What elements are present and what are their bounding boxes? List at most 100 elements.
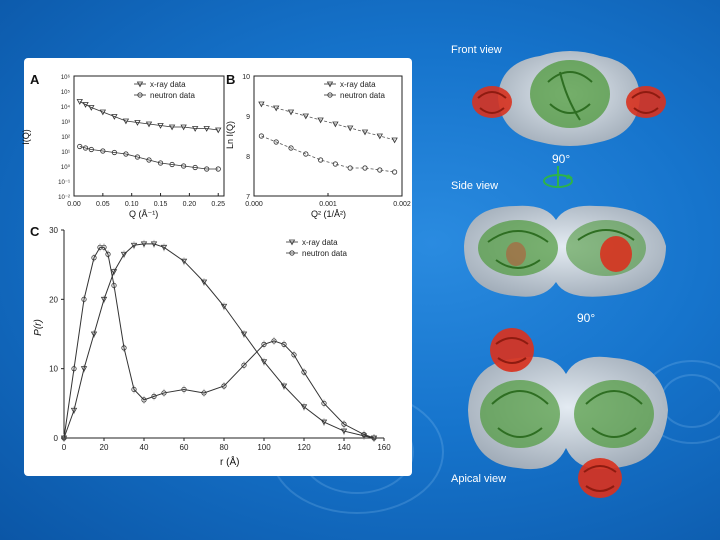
panel-b-point bbox=[258, 133, 264, 139]
panel-b-series-line bbox=[261, 135, 395, 173]
rotation-label-1: 90° bbox=[552, 152, 571, 166]
panel-a-xtick-label: 0.15 bbox=[154, 201, 168, 208]
panel-a-ytick-label: 10² bbox=[61, 135, 70, 141]
panel-b-ylabel: Ln I(Q) bbox=[225, 120, 236, 150]
panel-c-point bbox=[321, 400, 327, 406]
panel-c-xtick-label: 120 bbox=[297, 443, 311, 452]
panel-a-xtick-label: 0.05 bbox=[96, 201, 110, 208]
panel-a-ylabel: I(Q) bbox=[20, 129, 31, 145]
side-view-molecule-image bbox=[464, 205, 666, 297]
panel-c-point bbox=[151, 393, 157, 399]
panel-a-ytick-label: 10³ bbox=[61, 120, 70, 126]
panel-a-xtick-label: 0.25 bbox=[211, 201, 225, 208]
panel-c-legend-label: x-ray data bbox=[302, 238, 338, 247]
panel-a-ytick-label: 10⁶ bbox=[61, 74, 71, 81]
panel-c-ytick-label: 10 bbox=[49, 365, 58, 374]
panel-c-point bbox=[131, 386, 137, 393]
saxs-sans-figure: 0.00 0.05 0.10 0.15 0.20 0.25 10⁶ 10⁵ 10⁴ 10³ 10² 1… bbox=[20, 58, 412, 476]
panel-c-legend-marker bbox=[289, 250, 295, 256]
panel-b-legend-label: x-ray data bbox=[340, 80, 376, 89]
panel-a-legend-marker bbox=[137, 92, 143, 98]
panel-c-xtick-label: 60 bbox=[180, 443, 189, 452]
panel-a-ytick-label: 10¹ bbox=[61, 150, 70, 156]
panel-c-legend-label: neutron data bbox=[302, 249, 347, 258]
rotation-label-2: 90° bbox=[577, 311, 596, 325]
panel-c-xtick-label: 100 bbox=[257, 443, 271, 452]
apical-view-label: Apical view bbox=[451, 473, 507, 485]
panel-c-point bbox=[120, 251, 128, 258]
panel-c-xlabel: r (Å) bbox=[220, 457, 240, 468]
panel-b-legend-label: neutron data bbox=[340, 91, 385, 100]
panel-b-point bbox=[288, 145, 294, 151]
panel-a-ytick-label: 10⁻² bbox=[58, 195, 70, 201]
apical-view-molecule-image bbox=[468, 328, 668, 498]
panel-c-point bbox=[100, 296, 108, 303]
panel-c-xtick-label: 140 bbox=[337, 443, 351, 452]
panel-b-ytick-label: 10 bbox=[242, 74, 250, 81]
panel-a-point bbox=[134, 154, 141, 160]
panel-b-series-line bbox=[261, 103, 395, 141]
panel-c-ytick-label: 30 bbox=[49, 226, 58, 235]
panel-b-xtick-label: 0.001 bbox=[319, 201, 337, 208]
panel-c-point bbox=[281, 341, 287, 347]
front-view-molecule-image bbox=[472, 51, 666, 146]
panel-b-xtick-label: 0.000 bbox=[245, 201, 263, 208]
panel-a-point bbox=[82, 145, 89, 151]
panel-a-frame bbox=[73, 75, 225, 197]
panel-a-xtick-label: 0.00 bbox=[67, 201, 81, 208]
panel-b-point bbox=[347, 125, 354, 132]
panel-b-point bbox=[361, 129, 369, 136]
panel-c-point bbox=[200, 279, 208, 286]
panel-a-point bbox=[77, 143, 83, 150]
panel-c-letter: C bbox=[30, 224, 40, 239]
panel-a-legend-label: x-ray data bbox=[150, 80, 186, 89]
panel-c-xtick-label: 0 bbox=[62, 443, 67, 452]
panel-c-point bbox=[280, 383, 288, 390]
panel-a-legend-marker bbox=[136, 81, 144, 88]
panel-c-xtick-label: 40 bbox=[140, 443, 149, 452]
panel-b-ytick-label: 7 bbox=[246, 194, 250, 201]
figure-svg: 0.00 0.05 0.10 0.15 0.20 0.25 10⁶ 10⁵ 10⁴ 10³ 10² 1… bbox=[49, 74, 411, 452]
panel-c-point bbox=[141, 397, 147, 403]
panel-c-point bbox=[180, 258, 188, 265]
panel-c-point bbox=[261, 341, 267, 347]
panel-c-point bbox=[160, 244, 168, 251]
panel-a-xtick-label: 0.10 bbox=[125, 201, 139, 208]
panel-c-point bbox=[361, 431, 367, 438]
panel-c-point bbox=[220, 303, 228, 310]
panel-b-ytick-label: 8 bbox=[246, 154, 250, 161]
panel-c-point bbox=[110, 269, 118, 275]
panel-c-point bbox=[371, 435, 377, 441]
front-view-label: Front view bbox=[451, 44, 502, 56]
panel-c-point bbox=[221, 383, 227, 389]
panel-a-xlabel: Q (Å⁻¹) bbox=[129, 209, 159, 219]
panel-b-point bbox=[303, 151, 309, 157]
panel-c-point bbox=[240, 331, 248, 338]
panel-a-ytick-label: 10⁵ bbox=[61, 89, 71, 96]
panel-a-legend-label: neutron data bbox=[150, 91, 195, 100]
panel-c-ytick-label: 20 bbox=[49, 295, 58, 304]
panel-c-point bbox=[301, 369, 307, 375]
panel-c-point bbox=[91, 255, 97, 261]
panel-b-legend-marker bbox=[327, 92, 333, 98]
panel-b-point bbox=[376, 133, 383, 140]
panel-b-legend-marker bbox=[326, 81, 334, 88]
panel-c-xtick-label: 80 bbox=[220, 443, 229, 452]
panel-a-point bbox=[215, 127, 222, 134]
panel-c-series-line bbox=[63, 243, 375, 439]
panel-c-xtick-label: 160 bbox=[377, 443, 391, 452]
panel-c-legend-marker bbox=[288, 239, 296, 246]
panel-b-xtick-label: 0.002 bbox=[393, 201, 411, 208]
panel-c-series-line bbox=[63, 246, 375, 439]
panel-c-ytick-label: 0 bbox=[54, 434, 59, 443]
rotation-arrow-icon bbox=[543, 166, 573, 188]
panel-c-point bbox=[260, 359, 268, 366]
panel-c-point bbox=[300, 404, 308, 411]
panel-b-point bbox=[317, 157, 324, 163]
side-view-label: Side view bbox=[451, 180, 499, 192]
panel-a-point bbox=[146, 157, 152, 163]
panel-c-point bbox=[80, 366, 88, 372]
panel-c-point bbox=[291, 352, 297, 358]
panel-b-ytick-label: 9 bbox=[246, 114, 250, 121]
